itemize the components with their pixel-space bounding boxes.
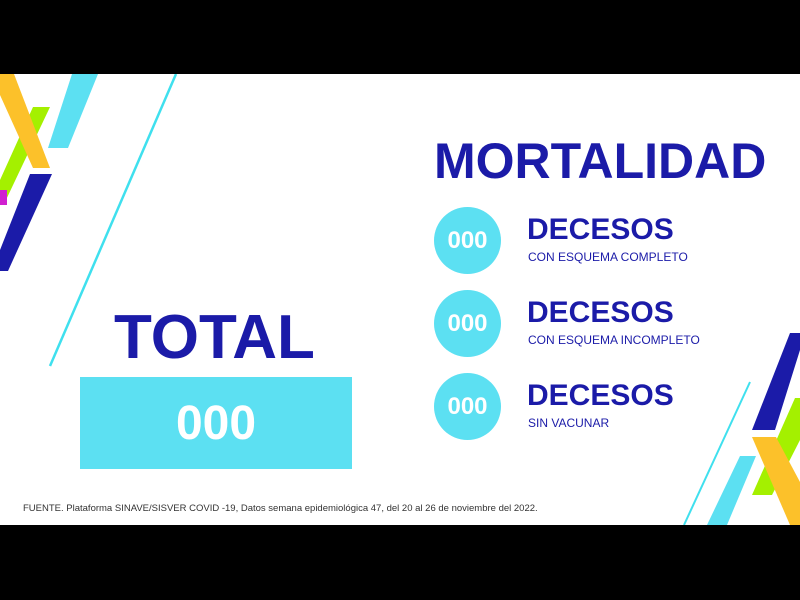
stat-title: DECESOS bbox=[527, 213, 674, 246]
stat-subtitle: CON ESQUEMA INCOMPLETO bbox=[528, 333, 700, 347]
stripe-green-left bbox=[0, 107, 50, 202]
stripe-navy-left bbox=[0, 174, 52, 271]
slide: MORTALIDAD TOTAL 000 000 DECESOS CON ESQ… bbox=[0, 74, 800, 525]
stat-title: DECESOS bbox=[527, 296, 674, 329]
stripe-magenta-left bbox=[0, 190, 7, 205]
section-title: MORTALIDAD bbox=[434, 133, 767, 189]
decorative-stripes bbox=[0, 74, 800, 525]
stat-title: DECESOS bbox=[527, 379, 674, 412]
stripe-navy-right bbox=[752, 333, 800, 430]
stat-value: 000 bbox=[447, 392, 488, 420]
stat-circle: 000 bbox=[434, 290, 501, 357]
source-note: FUENTE. Plataforma SINAVE/SISVER COVID -… bbox=[23, 503, 538, 514]
stat-value: 000 bbox=[447, 309, 488, 337]
total-label: TOTAL bbox=[114, 303, 315, 372]
line-cyan-right bbox=[683, 381, 751, 525]
stat-circle: 000 bbox=[434, 207, 501, 274]
stripe-yellow-left bbox=[0, 74, 50, 168]
stripe-cyan-right bbox=[707, 456, 756, 525]
stripe-cyan-left bbox=[48, 74, 98, 148]
total-value-box: 000 bbox=[80, 377, 352, 469]
stat-subtitle: SIN VACUNAR bbox=[528, 416, 610, 430]
line-cyan-left bbox=[48, 74, 178, 367]
total-value: 000 bbox=[175, 396, 257, 450]
stat-value: 000 bbox=[447, 226, 488, 254]
stat-circle: 000 bbox=[434, 373, 501, 440]
stat-subtitle: CON ESQUEMA COMPLETO bbox=[528, 250, 688, 264]
stripe-yellow-right bbox=[752, 437, 800, 525]
